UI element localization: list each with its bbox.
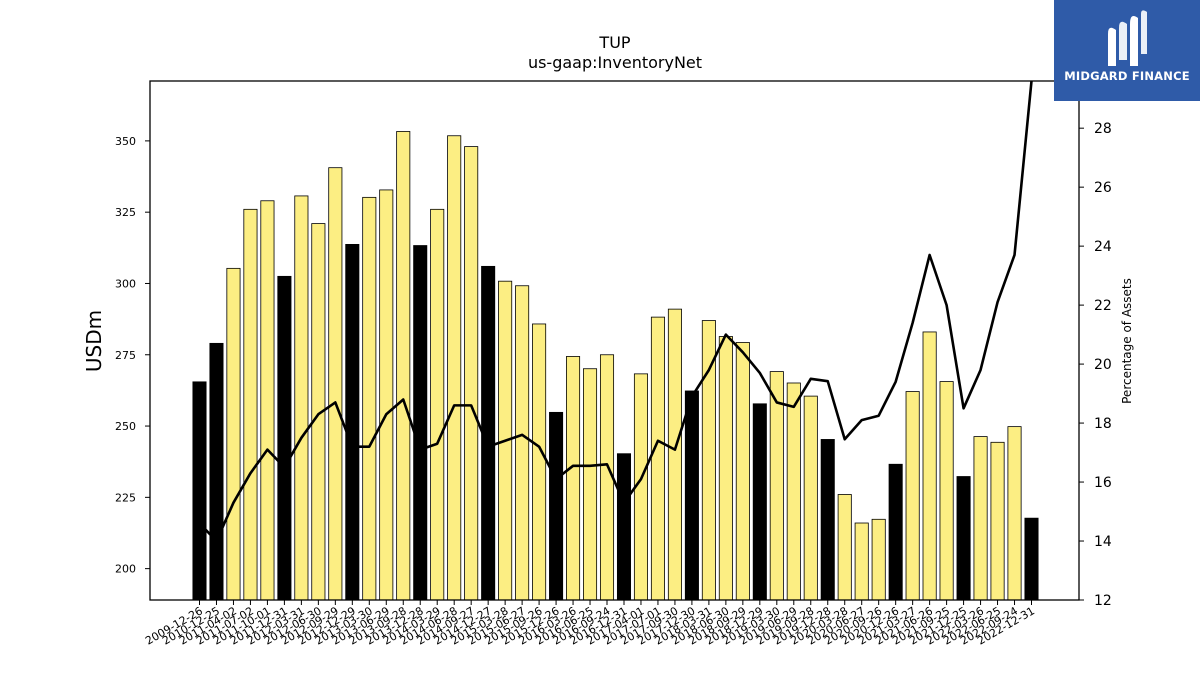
bar-2016-12-31 (616, 453, 632, 601)
bar-2022-06-25 (990, 441, 1005, 601)
midgard-m-icon (1108, 10, 1147, 66)
y-tick-label: 325 (115, 206, 136, 219)
bar-2010-12-25 (209, 342, 224, 601)
bar-2014-03-29 (430, 208, 445, 601)
percentage-of-assets-line (198, 80, 1033, 543)
bar-2014-06-28 (447, 135, 462, 601)
bar-2014-09-27 (464, 146, 479, 601)
y2-tick-label: 24 (1094, 239, 1112, 255)
bar-2011-04-02 (226, 267, 241, 601)
bars-layer (192, 131, 1039, 601)
bar-2011-12-31 (277, 275, 292, 601)
y-tick-label: 225 (115, 491, 136, 504)
bar-2012-09-29 (328, 167, 343, 601)
bar-2020-12-26 (888, 463, 903, 601)
bar-2018-12-29 (752, 403, 767, 601)
bar-2020-09-26 (871, 518, 886, 601)
bar-2020-06-27 (854, 522, 869, 601)
bar-2015-06-27 (515, 285, 530, 601)
y-tick-label: 350 (115, 135, 136, 148)
bar-2009-12-26 (192, 381, 207, 601)
y2-axis-label: Percentage of Assets (1120, 278, 1134, 404)
bar-2017-12-30 (684, 390, 699, 601)
y2-tick-label: 22 (1094, 298, 1112, 314)
line-layer (198, 80, 1033, 543)
y2-tick-label: 26 (1094, 180, 1112, 196)
y-tick-label: 275 (115, 349, 136, 362)
y2-tick-label: 20 (1094, 357, 1112, 373)
bar-2018-06-30 (718, 336, 733, 601)
bar-2012-12-29 (345, 243, 360, 601)
brand-logo: MIDGARD FINANCE (1054, 0, 1200, 101)
bar-2012-03-31 (294, 195, 309, 601)
bar-2011-07-02 (243, 208, 258, 601)
bar-2015-12-26 (549, 411, 564, 601)
bar-2022-03-26 (973, 436, 988, 601)
bar-2013-12-28 (413, 245, 428, 601)
bar-2019-06-29 (786, 382, 801, 601)
y-tick-label: 200 (115, 563, 136, 576)
bar-2015-09-26 (532, 323, 547, 601)
bar-2011-10-01 (260, 200, 275, 601)
chart-subtitle: us-gaap:InventoryNet (528, 53, 702, 72)
bar-2022-09-24 (1007, 426, 1022, 601)
y-axis-label: USDm (82, 310, 106, 372)
y2-tick-label: 16 (1094, 475, 1112, 491)
bar-2019-09-28 (803, 395, 818, 601)
bar-2019-12-28 (820, 439, 835, 601)
bar-2017-09-30 (667, 308, 682, 601)
bar-2021-12-25 (956, 476, 971, 601)
bar-2019-03-30 (769, 371, 784, 601)
bar-2013-06-29 (379, 189, 394, 601)
y-tick-label: 250 (115, 420, 136, 433)
y2-tick-label: 14 (1094, 534, 1112, 550)
bar-2013-09-28 (396, 131, 411, 601)
bar-2021-03-27 (905, 391, 920, 601)
bar-2022-12-31 (1024, 517, 1039, 601)
bar-2017-07-01 (650, 316, 665, 601)
chart-title: TUP (598, 33, 630, 52)
y2-tick-label: 18 (1094, 416, 1112, 432)
y2-tick-label: 12 (1094, 593, 1112, 609)
y-tick-label: 300 (115, 277, 136, 290)
bar-2018-09-29 (735, 342, 750, 601)
bar-2013-03-30 (362, 196, 377, 601)
bar-2021-09-25 (939, 381, 954, 601)
y2-tick-label: 28 (1094, 121, 1112, 137)
bar-2016-03-26 (566, 356, 581, 601)
bar-2016-06-25 (583, 368, 598, 601)
axes-layer: 2002252502753003253501214161820222426282… (115, 121, 1112, 647)
brand-name: MIDGARD FINANCE (1064, 69, 1190, 83)
bar-2021-06-26 (922, 331, 937, 601)
bar-2020-03-28 (837, 494, 852, 601)
plot-frame (149, 80, 1080, 601)
